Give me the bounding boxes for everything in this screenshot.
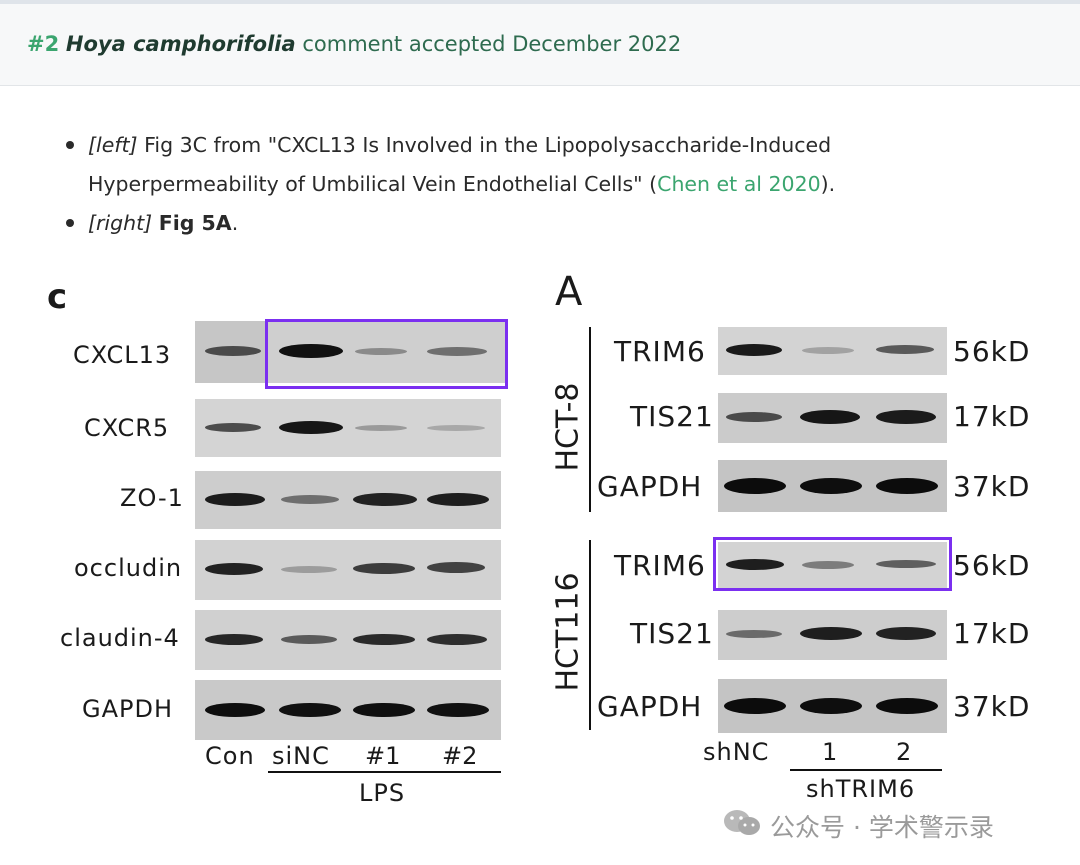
- blot-trim6-hct116: [718, 542, 947, 588]
- panel-letter-left: c: [47, 277, 68, 317]
- lane-label: 1: [822, 738, 838, 766]
- blot-occludin: [195, 540, 501, 600]
- kd-label: 56kD: [953, 549, 1031, 582]
- row-label: TIS21: [630, 400, 714, 433]
- top-border: [0, 0, 1080, 4]
- blot-claudin4: [195, 610, 501, 670]
- blot-gapdh-hct8: [718, 460, 947, 512]
- panel-letter-right: A: [555, 269, 583, 315]
- row-label: GAPDH: [597, 690, 703, 723]
- row-label: TRIM6: [614, 549, 706, 582]
- watermark-text: 公众号 · 学术警示录: [770, 813, 994, 842]
- comment-title: #2 Hoya camphorifolia comment accepted D…: [27, 32, 681, 56]
- blot-gapdh-left: [195, 680, 501, 740]
- row-label: occludin: [74, 554, 183, 582]
- group-label-shtrim6: shTRIM6: [806, 775, 916, 803]
- right-figure-ref: Fig 5A: [158, 211, 232, 235]
- blot-trim6-hct8: [718, 327, 947, 375]
- highlight-box-left: [265, 319, 508, 389]
- row-label: TIS21: [630, 617, 714, 650]
- row-label: TRIM6: [614, 335, 706, 368]
- list-item: [right] Fig 5A.: [66, 204, 966, 243]
- right-tag: [right]: [88, 211, 153, 235]
- row-label: claudin-4: [60, 624, 180, 652]
- comparison-figure: c CXCL13 CXCR5 ZO-1 occludin claudin-4 G…: [0, 255, 1080, 865]
- blot-gapdh-hct116: [718, 679, 947, 733]
- comment-number[interactable]: #2: [27, 32, 60, 56]
- row-label: GAPDH: [597, 470, 703, 503]
- figure-notes: [left] Fig 3C from "CXCL13 Is Involved i…: [66, 126, 966, 243]
- row-label: CXCL13: [73, 341, 172, 369]
- bullet-icon: [66, 141, 74, 149]
- blot-tis21-hct8: [718, 393, 947, 443]
- cell-line-bar: [589, 327, 591, 512]
- kd-label: 37kD: [953, 470, 1031, 503]
- left-description: Fig 3C from "CXCL13 Is Involved in the L…: [88, 133, 832, 196]
- row-label: ZO-1: [120, 484, 184, 512]
- left-description-end: ).: [820, 172, 836, 196]
- blot-cxcr5: [195, 399, 501, 457]
- highlight-box-right: [713, 537, 952, 591]
- group-label-lps: LPS: [359, 779, 406, 807]
- blot-zo1: [195, 471, 501, 529]
- lane-label: #2: [442, 742, 478, 770]
- cell-line-bar: [589, 540, 591, 730]
- citation-link[interactable]: Chen et al 2020: [657, 172, 821, 196]
- bullet-icon: [66, 219, 74, 227]
- lane-label: shNC: [703, 738, 770, 766]
- shtrim6-bracket-line: [790, 769, 942, 771]
- left-tag: [left]: [88, 133, 138, 157]
- lps-bracket-line: [268, 771, 501, 773]
- lane-label: #1: [365, 742, 401, 770]
- kd-label: 17kD: [953, 617, 1031, 650]
- species-name: Hoya camphorifolia: [65, 32, 296, 56]
- row-label: CXCR5: [84, 414, 170, 442]
- lane-label: 2: [896, 738, 912, 766]
- wechat-icon: [724, 810, 760, 835]
- row-label: GAPDH: [82, 695, 174, 723]
- kd-label: 17kD: [953, 400, 1031, 433]
- list-item: [left] Fig 3C from "CXCL13 Is Involved i…: [66, 126, 966, 204]
- comment-status: comment accepted December 2022: [302, 32, 682, 56]
- blot-cxcl13: [195, 321, 505, 383]
- lane-label: siNC: [272, 742, 330, 770]
- kd-label: 37kD: [953, 690, 1031, 723]
- right-description-end: .: [231, 211, 239, 235]
- cell-line-label: HCT-8: [550, 382, 586, 472]
- kd-label: 56kD: [953, 335, 1031, 368]
- blot-tis21-hct116: [718, 610, 947, 660]
- lane-label: Con: [205, 742, 255, 770]
- cell-line-label: HCT116: [550, 572, 586, 692]
- comment-header: #2 Hoya camphorifolia comment accepted D…: [0, 4, 1080, 86]
